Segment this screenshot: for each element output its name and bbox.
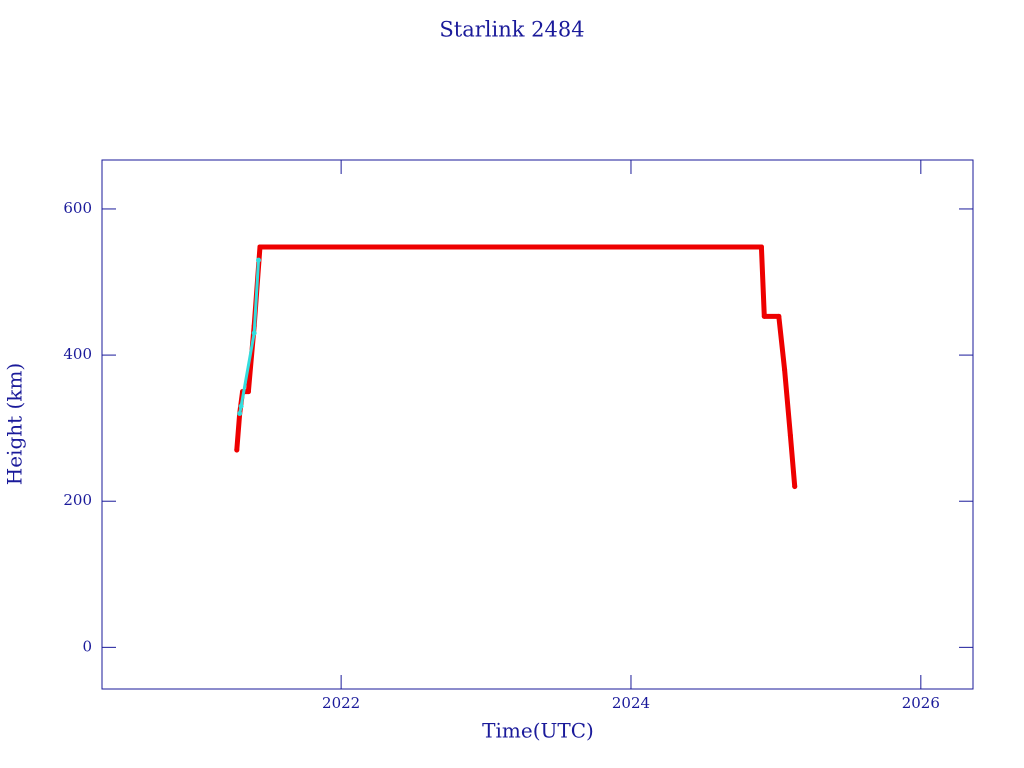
data-point bbox=[245, 389, 251, 395]
data-point bbox=[782, 367, 788, 373]
x-tick-label: 2026 bbox=[902, 694, 940, 712]
y-tick-label: 0 bbox=[82, 637, 92, 655]
chart-title: Starlink 2484 bbox=[439, 18, 584, 42]
x-tick-label: 2024 bbox=[612, 694, 650, 712]
data-line bbox=[238, 260, 261, 414]
data-point bbox=[338, 244, 344, 250]
plot-frame bbox=[101, 159, 974, 690]
data-point bbox=[787, 432, 793, 438]
y-tick-label: 400 bbox=[63, 345, 92, 363]
y-tick-label: 600 bbox=[63, 199, 92, 217]
data-point bbox=[238, 403, 244, 409]
data-point bbox=[776, 313, 782, 319]
data-line bbox=[234, 244, 798, 487]
y-tick-label: 200 bbox=[63, 491, 92, 509]
data-point bbox=[761, 313, 767, 319]
data-point bbox=[251, 330, 257, 336]
x-axis-label: Time(UTC) bbox=[482, 719, 594, 743]
data-point bbox=[256, 257, 262, 263]
x-tick-label: 2022 bbox=[322, 694, 360, 712]
data-point bbox=[257, 244, 263, 250]
data-point bbox=[234, 447, 240, 453]
data-point bbox=[758, 244, 764, 250]
y-axis-label: Height (km) bbox=[3, 363, 27, 485]
data-point bbox=[237, 411, 243, 417]
data-point bbox=[483, 244, 489, 250]
data-point bbox=[628, 244, 634, 250]
data-point bbox=[792, 484, 798, 490]
